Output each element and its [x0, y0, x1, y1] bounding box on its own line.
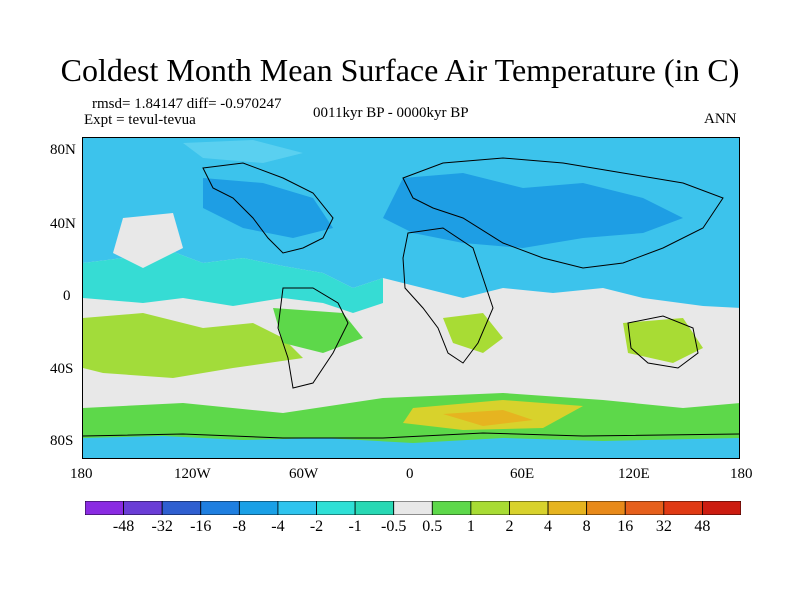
colorbar-label: 32	[655, 518, 672, 535]
stats-text: rmsd= 1.84147 diff= -0.970247	[92, 96, 282, 112]
colorbar-label: 48	[694, 518, 711, 535]
lat-label: 80S	[50, 433, 74, 449]
map-title: Coldest Month Mean Surface Air Temperatu…	[60, 52, 740, 88]
lon-label: 120E	[618, 466, 650, 482]
colorbar-label: -32	[151, 518, 173, 535]
colorbar-swatch	[702, 501, 741, 515]
africa-warm-region	[443, 313, 503, 353]
lon-label: 180	[730, 466, 753, 482]
colorbar-swatch	[354, 501, 395, 515]
lon-label: 60E	[510, 466, 535, 482]
map-plot	[82, 137, 740, 459]
colorbar-label: -0.5	[381, 518, 407, 535]
map-field	[83, 138, 739, 458]
colorbar-label: 0.5	[422, 518, 443, 535]
south-america-warm-region	[273, 308, 363, 353]
north-america-cool-region	[203, 178, 333, 238]
colorbar-swatch	[277, 501, 317, 515]
experiment-text: Expt = tevul-tevua	[84, 112, 196, 128]
colorbar-swatch	[586, 501, 626, 515]
season-text: ANN	[704, 111, 737, 127]
lon-label: 120W	[174, 466, 211, 482]
colorbar-label: -16	[190, 518, 212, 535]
lon-label: 60W	[289, 466, 319, 482]
colorbar-label: -1	[348, 518, 362, 535]
southern-ocean-peak-warm	[443, 410, 533, 426]
lat-label: 80N	[50, 142, 76, 158]
period-text: 0011kyr BP - 0000kyr BP	[313, 105, 469, 121]
arctic-patch	[183, 140, 303, 163]
lat-label: 0	[63, 288, 71, 304]
colorbar-label: 2	[505, 518, 514, 535]
colorbar-swatch	[316, 501, 356, 515]
colorbar-swatch	[238, 501, 279, 515]
colorbar-label: -48	[112, 518, 135, 535]
lon-label: 180	[70, 466, 93, 482]
colorbar-label: -4	[271, 518, 285, 535]
colorbar	[85, 501, 741, 515]
colorbar-label: 16	[617, 518, 634, 535]
south-pacific-warm-region	[83, 313, 303, 378]
colorbar-swatch	[470, 501, 510, 515]
pacific-neutral-patch	[113, 213, 183, 268]
colorbar-label: 8	[582, 518, 591, 535]
lat-label: 40N	[50, 216, 76, 232]
colorbar-swatch	[547, 501, 588, 515]
antarctic-cool-strip	[83, 436, 739, 458]
eurasia-cool-region	[383, 173, 683, 248]
colorbar-swatch	[161, 501, 202, 515]
colorbar-label: 4	[544, 518, 553, 535]
colorbar-swatch	[393, 501, 433, 515]
colorbar-swatch	[200, 501, 240, 515]
colorbar-label: -2	[309, 518, 324, 535]
colorbar-swatch	[509, 501, 549, 515]
lat-label: 40S	[50, 361, 74, 377]
australia-warm-region	[623, 318, 703, 363]
colorbar-swatch	[663, 501, 703, 515]
colorbar-swatch	[85, 501, 124, 515]
coastlines	[83, 157, 739, 439]
colorbar-swatch	[624, 501, 665, 515]
subtropic-cyan-band	[83, 248, 383, 313]
colorbar-swatch	[431, 501, 472, 515]
lon-label: 0	[406, 466, 414, 482]
colorbar-label: 1	[466, 518, 475, 535]
colorbar-swatch	[123, 501, 163, 515]
colorbar-label: -8	[232, 518, 247, 535]
